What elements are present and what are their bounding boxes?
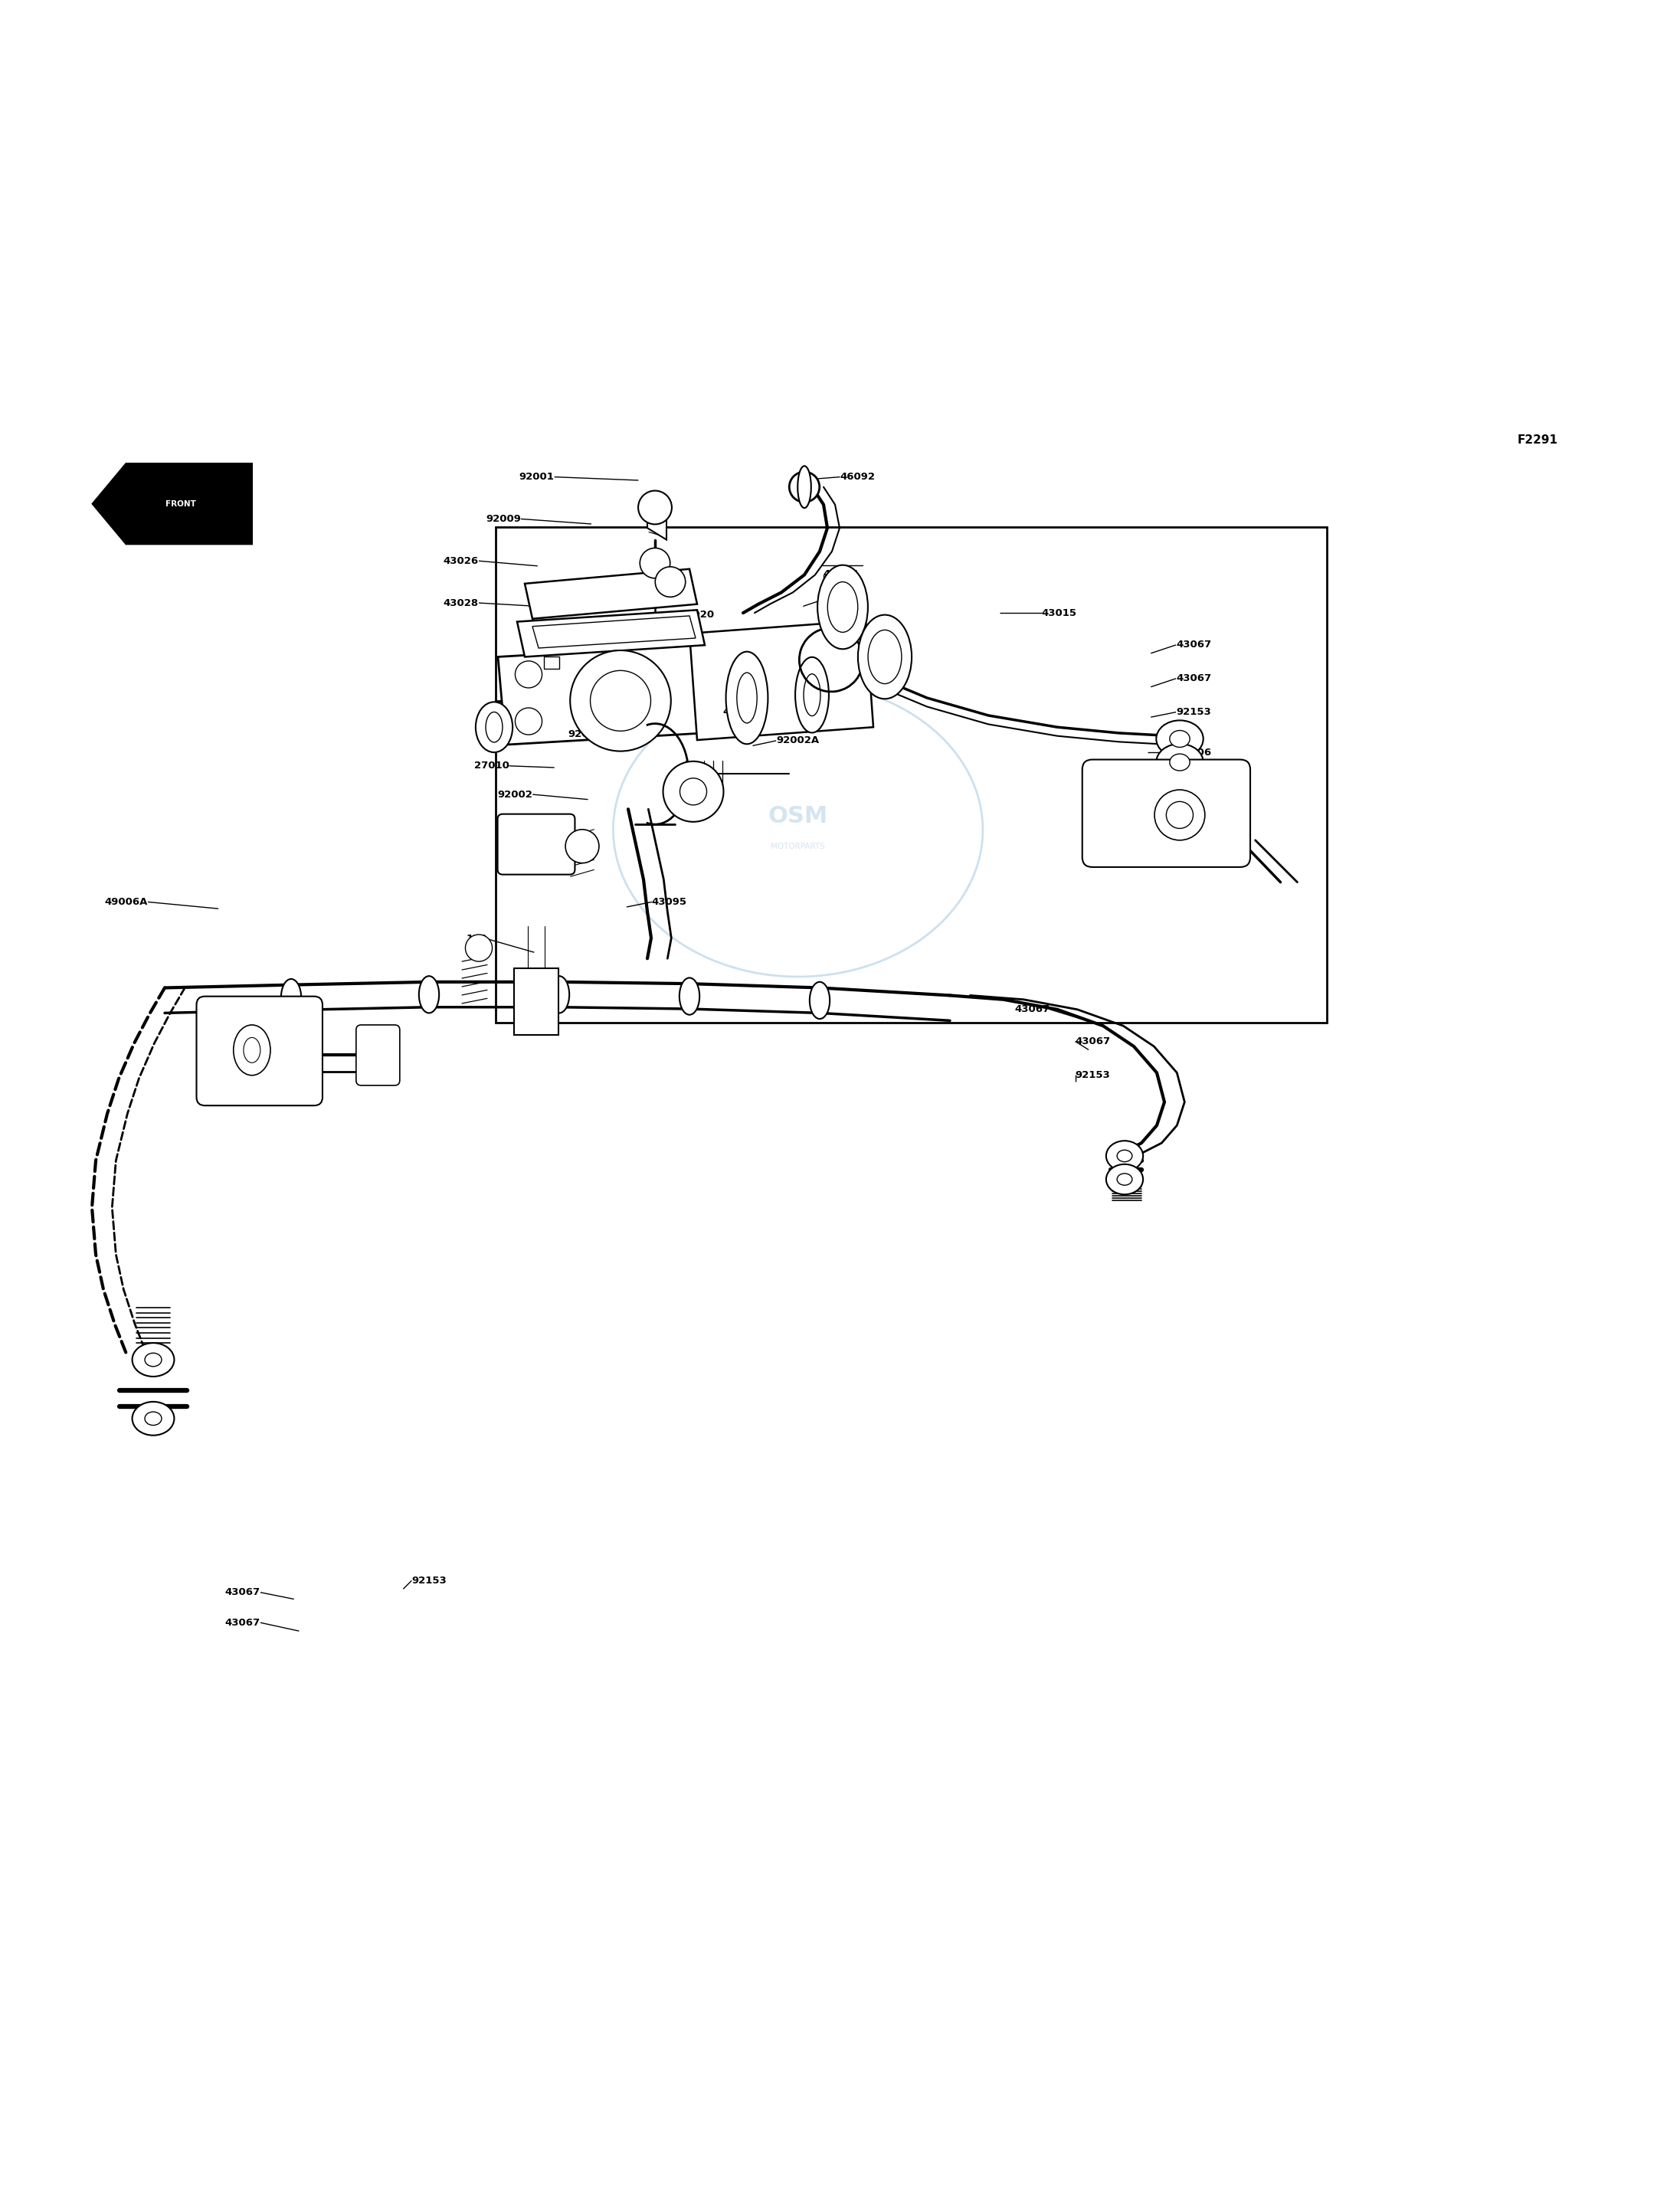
Ellipse shape [818, 565, 869, 648]
Circle shape [566, 830, 600, 863]
Circle shape [570, 650, 670, 751]
Text: OSM: OSM [768, 804, 828, 828]
Text: 49006: 49006 [1176, 747, 1211, 758]
Text: 43067: 43067 [1176, 674, 1211, 683]
Ellipse shape [858, 615, 912, 699]
Polygon shape [497, 646, 706, 745]
Ellipse shape [1105, 1140, 1142, 1171]
Circle shape [1166, 802, 1193, 828]
Ellipse shape [790, 472, 820, 503]
Ellipse shape [133, 1402, 175, 1435]
Text: 92002A: 92002A [776, 736, 820, 745]
Ellipse shape [133, 1342, 175, 1378]
Ellipse shape [726, 653, 768, 745]
Polygon shape [92, 464, 252, 545]
Circle shape [638, 490, 672, 525]
Polygon shape [517, 611, 706, 657]
Text: 132: 132 [465, 934, 487, 945]
Ellipse shape [486, 712, 502, 743]
Ellipse shape [281, 980, 301, 1015]
Text: 43028: 43028 [444, 598, 479, 609]
Text: 43095: 43095 [652, 896, 687, 907]
Circle shape [655, 567, 685, 598]
Bar [496, 527, 1327, 1024]
Polygon shape [544, 657, 559, 668]
Ellipse shape [549, 975, 570, 1013]
Text: MOTORPARTS: MOTORPARTS [771, 844, 825, 850]
Text: 92153: 92153 [1075, 1070, 1110, 1081]
Ellipse shape [1105, 1164, 1142, 1195]
Text: 46092: 46092 [840, 472, 875, 481]
Bar [514, 969, 558, 1035]
Ellipse shape [803, 674, 820, 716]
Circle shape [664, 762, 724, 822]
Circle shape [590, 670, 650, 732]
Polygon shape [524, 569, 697, 620]
Text: 43026: 43026 [444, 556, 479, 567]
Ellipse shape [1169, 729, 1189, 747]
Text: FRONT: FRONT [165, 501, 197, 508]
Ellipse shape [144, 1413, 161, 1426]
Ellipse shape [144, 1353, 161, 1367]
Ellipse shape [795, 657, 828, 734]
Circle shape [465, 934, 492, 962]
Polygon shape [533, 615, 696, 648]
Polygon shape [647, 505, 667, 540]
Text: 43067: 43067 [1176, 639, 1211, 650]
Polygon shape [689, 620, 874, 740]
Text: 92153: 92153 [1176, 707, 1211, 716]
Text: 92001: 92001 [519, 472, 554, 481]
Circle shape [516, 661, 543, 688]
Ellipse shape [1156, 721, 1203, 758]
Text: F2291: F2291 [1517, 435, 1557, 446]
Text: 49006A: 49006A [104, 896, 148, 907]
Ellipse shape [244, 1037, 260, 1063]
Text: 43022: 43022 [823, 595, 858, 604]
Ellipse shape [1117, 1149, 1132, 1162]
Text: 43034: 43034 [722, 707, 758, 716]
Circle shape [680, 778, 707, 804]
FancyBboxPatch shape [497, 815, 575, 874]
Ellipse shape [738, 672, 758, 723]
Text: 43067: 43067 [225, 1588, 260, 1597]
Text: 43020: 43020 [679, 611, 714, 620]
Ellipse shape [234, 1026, 270, 1074]
FancyBboxPatch shape [197, 997, 323, 1105]
Circle shape [1154, 789, 1205, 839]
Ellipse shape [798, 466, 811, 508]
Ellipse shape [1117, 1173, 1132, 1184]
Text: 92002: 92002 [497, 789, 533, 800]
Text: 43067: 43067 [1075, 1037, 1110, 1046]
Text: 49016: 49016 [823, 569, 858, 580]
Text: 43015: 43015 [1042, 609, 1077, 617]
Circle shape [516, 707, 543, 734]
Ellipse shape [418, 975, 438, 1013]
Text: 43067: 43067 [1015, 1004, 1050, 1015]
Text: 92153: 92153 [412, 1575, 447, 1586]
Text: 92015: 92015 [568, 729, 603, 738]
FancyBboxPatch shape [1082, 760, 1250, 868]
FancyBboxPatch shape [356, 1026, 400, 1085]
Text: 27010: 27010 [474, 760, 509, 771]
Ellipse shape [828, 582, 858, 633]
Ellipse shape [810, 982, 830, 1019]
Ellipse shape [869, 631, 902, 683]
Text: 43067: 43067 [225, 1617, 260, 1628]
Ellipse shape [475, 701, 512, 751]
Ellipse shape [1169, 754, 1189, 771]
Ellipse shape [1156, 745, 1203, 780]
Ellipse shape [679, 978, 699, 1015]
Circle shape [640, 547, 670, 578]
Text: 92009: 92009 [486, 514, 521, 523]
